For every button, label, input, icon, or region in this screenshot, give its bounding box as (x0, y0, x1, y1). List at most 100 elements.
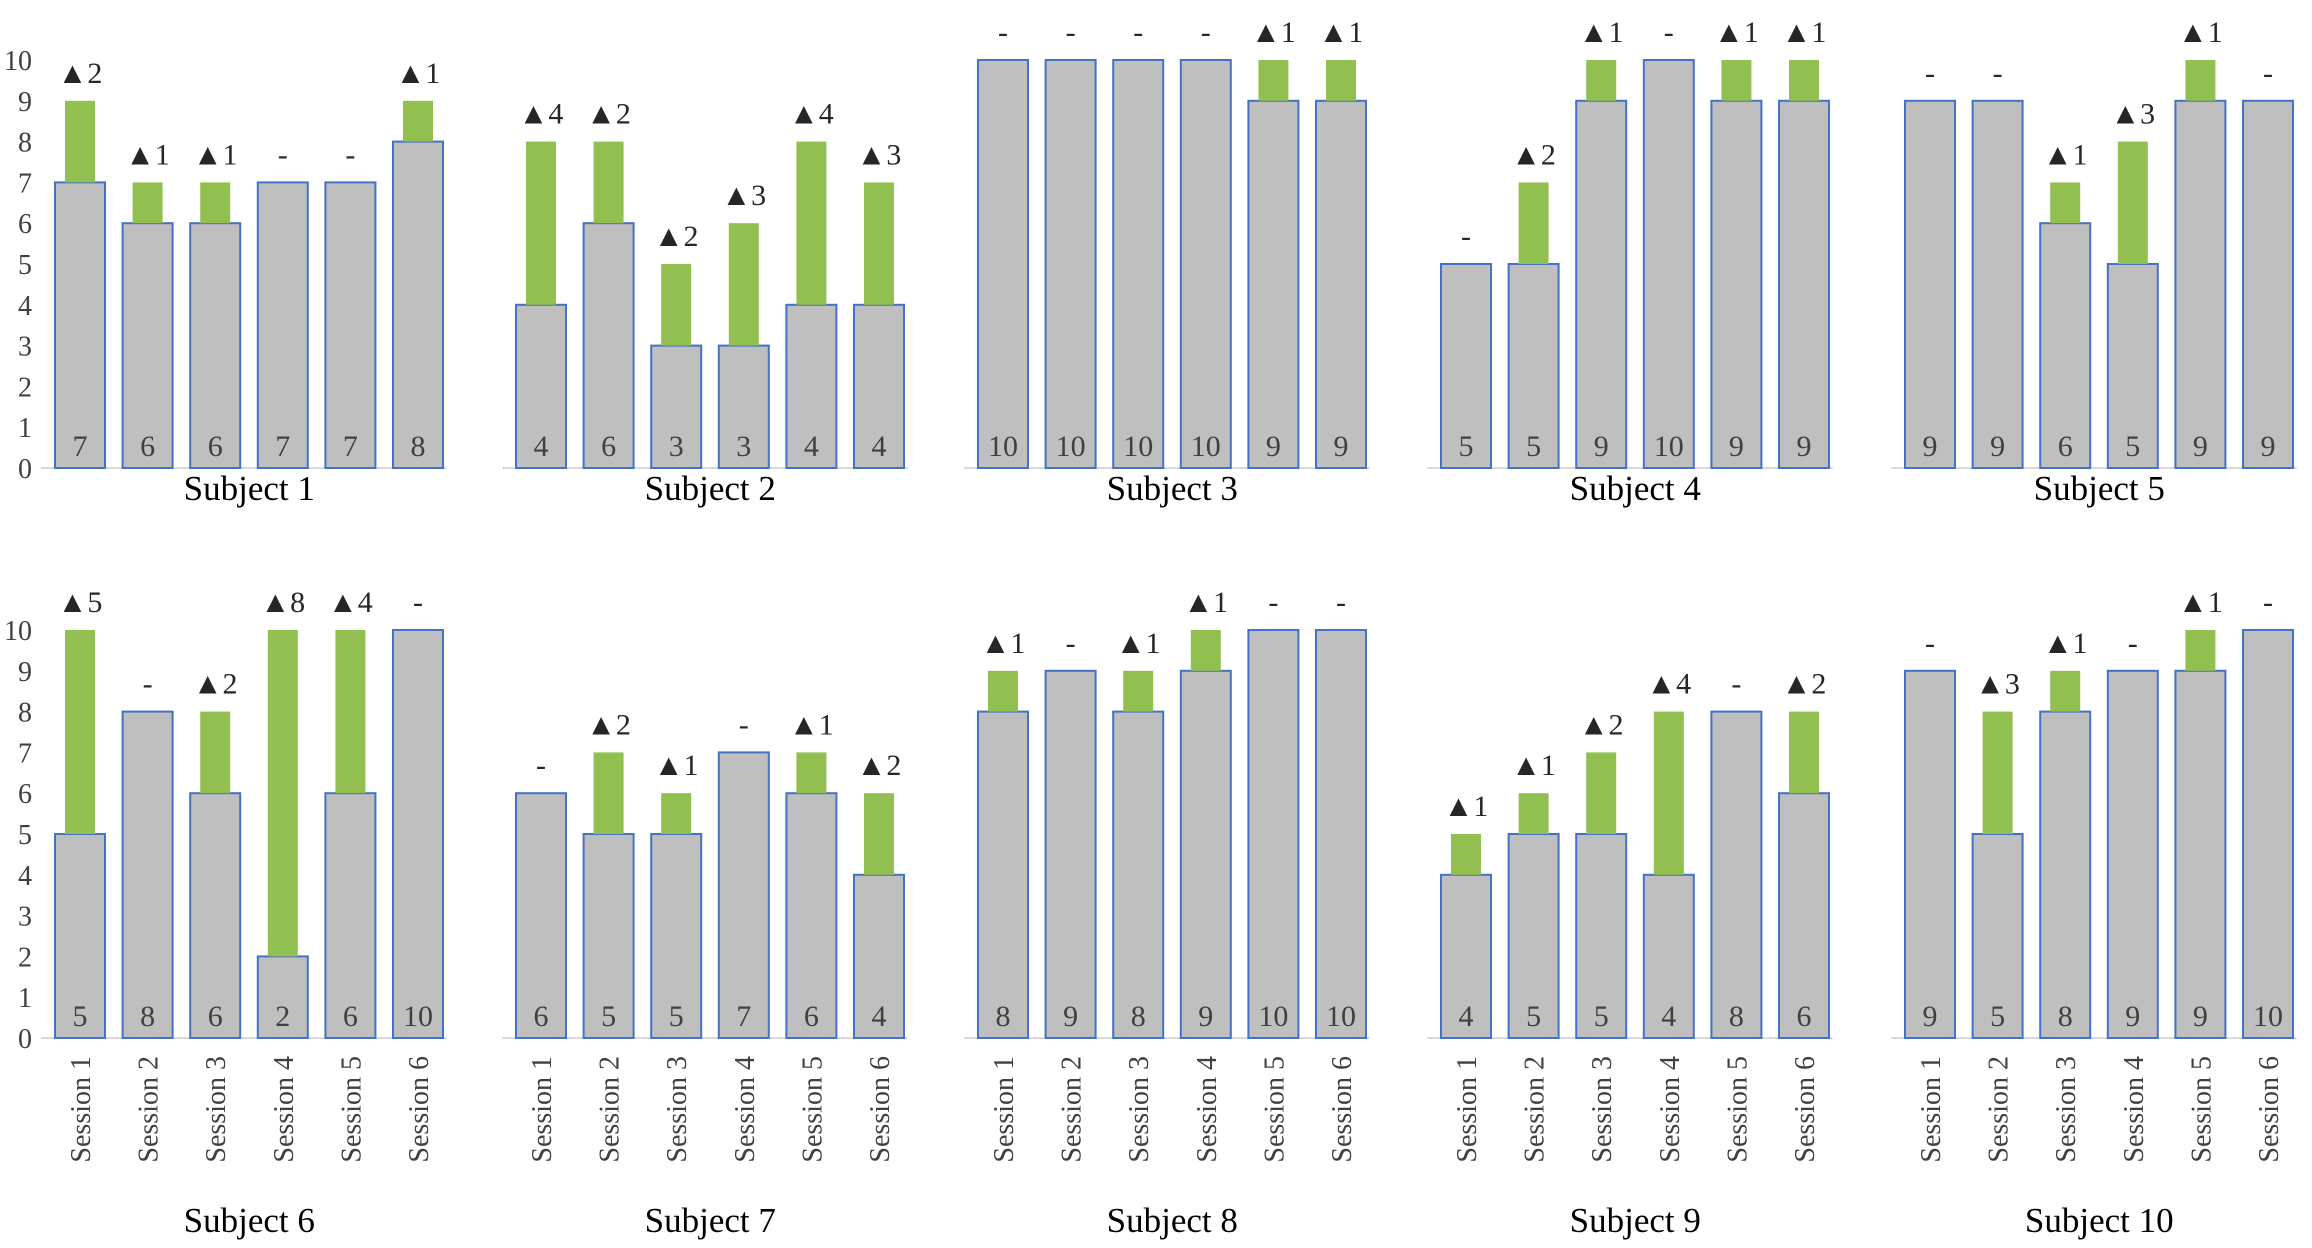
subject-panel: 8 ▲1 Session 1 9 - Session 2 8 ▲1 Session 3 9 ▲1 Se… (964, 586, 1370, 1240)
bar-value-label: 5 (1526, 430, 1541, 463)
subject-title: Subject 2 (645, 469, 776, 508)
session-label: Session 3 (1587, 1056, 1618, 1163)
no-change-annotation: - (2263, 586, 2273, 619)
no-change-annotation: - (1461, 220, 1471, 253)
session-label: Session 3 (2051, 1056, 2082, 1163)
session-label: Session 6 (865, 1056, 896, 1163)
subject-panel: 9 - 9 - 6 ▲1 5 ▲3 9 ▲1 9 - Subject 5 (1891, 16, 2297, 508)
bar-value-label: 6 (1797, 1000, 1812, 1033)
gain-bar (2117, 141, 2148, 264)
no-change-annotation: - (1268, 586, 1278, 619)
gain-annotation: ▲2 (586, 98, 631, 131)
session-label: Session 4 (730, 1056, 761, 1163)
session-label: Session 1 (1452, 1056, 1483, 1163)
base-bar (256, 181, 309, 469)
subject-panel: 0 1 2 3 4 5 6 7 8 9 10 7 ▲2 6 ▲1 6 ▲1 7 - 7 - 8 ▲1 Subject 1 (4, 46, 447, 508)
bar-value-label: 10 (988, 430, 1018, 463)
no-change-annotation: - (345, 138, 355, 171)
bar-value-label: 9 (1266, 430, 1281, 463)
gain-annotation: ▲2 (1579, 708, 1624, 741)
no-change-annotation: - (1133, 16, 1143, 49)
base-bar (1971, 99, 2024, 470)
gain-annotation: ▲3 (721, 179, 766, 212)
base-bar (977, 59, 1029, 469)
session-label: Session 6 (404, 1056, 435, 1163)
base-bar (1315, 99, 1367, 470)
session-label: Session 5 (336, 1056, 367, 1163)
base-bar (2106, 669, 2159, 1039)
base-bar (1642, 873, 1695, 1039)
bar-value-label: 9 (1923, 1000, 1938, 1033)
base-bar (853, 873, 905, 1039)
bar-value-label: 6 (140, 430, 155, 463)
no-change-annotation: - (2128, 627, 2138, 660)
no-change-annotation: - (1336, 586, 1346, 619)
gain-annotation: ▲2 (1511, 138, 1556, 171)
bar-value-label: 4 (872, 1000, 887, 1033)
base-bar (189, 222, 242, 469)
gain-annotation: ▲2 (58, 57, 103, 90)
gain-bar (593, 141, 624, 224)
bar-value-label: 5 (601, 1000, 616, 1033)
gain-bar (864, 793, 894, 875)
bar-value-label: 5 (669, 1000, 684, 1033)
y-tick-label: 1 (18, 983, 32, 1014)
gain-annotation: ▲1 (1511, 749, 1556, 782)
base-bar (392, 140, 444, 469)
gain-bar (267, 630, 298, 957)
bar-value-label: 6 (208, 430, 223, 463)
bar-value-label: 9 (1334, 430, 1349, 463)
base-bar (582, 222, 635, 469)
gain-annotation: ▲2 (857, 749, 902, 782)
no-change-annotation: - (1201, 16, 1211, 49)
no-change-annotation: - (1925, 57, 1935, 90)
bar-value-label: 7 (275, 430, 290, 463)
base-bar (1112, 710, 1165, 1039)
y-tick-label: 6 (18, 209, 32, 240)
subject-panel: 10 - 10 - 10 - 10 - 9 ▲1 9 ▲1 Subject 3 (964, 16, 1370, 508)
base-bar (2174, 669, 2227, 1039)
base-bar (2242, 629, 2294, 1039)
y-tick-label: 9 (18, 87, 32, 118)
bar-value-label: 9 (2193, 1000, 2208, 1033)
bar-value-label: 4 (872, 430, 887, 463)
y-tick-label: 10 (4, 616, 32, 647)
subject-title: Subject 6 (184, 1201, 315, 1240)
base-bar (121, 222, 174, 469)
session-label: Session 1 (989, 1056, 1020, 1163)
subject-title: Subject 4 (1570, 469, 1701, 508)
bar-value-label: 10 (1258, 1000, 1288, 1033)
y-tick-label: 0 (18, 454, 32, 485)
session-label: Session 3 (1124, 1056, 1155, 1163)
gain-bar (593, 752, 624, 834)
bar-value-label: 8 (2058, 1000, 2073, 1033)
bar-value-label: 6 (343, 1000, 358, 1033)
y-tick-label: 6 (18, 779, 32, 810)
base-bar (256, 955, 309, 1040)
base-bar (1440, 263, 1492, 469)
subject-title: Subject 7 (645, 1201, 776, 1240)
bar-value-label: 10 (1326, 1000, 1356, 1033)
gain-bar (1982, 711, 2013, 834)
base-bar (392, 629, 444, 1039)
no-change-annotation: - (413, 586, 423, 619)
gain-bar (2050, 670, 2081, 712)
base-bar (1778, 792, 1830, 1040)
bar-value-label: 9 (1797, 430, 1812, 463)
gain-bar (1586, 752, 1617, 834)
gain-annotation: ▲8 (260, 586, 305, 619)
y-tick-label: 2 (18, 372, 32, 403)
gain-annotation: ▲1 (981, 627, 1026, 660)
session-label: Session 4 (1655, 1056, 1686, 1163)
gain-annotation: ▲5 (58, 586, 103, 619)
bar-value-label: 5 (1990, 1000, 2005, 1033)
session-label: Session 1 (527, 1056, 558, 1163)
base-bar (785, 303, 838, 469)
gain-annotation: ▲1 (2178, 586, 2223, 619)
gain-annotation: ▲1 (396, 57, 441, 90)
base-bar (1440, 873, 1492, 1039)
subject-panel: 9 - Session 1 5 ▲3 Session 2 8 ▲1 Session 3 9 - Ses… (1891, 586, 2297, 1240)
no-change-annotation: - (1066, 16, 1076, 49)
bar-value-label: 10 (1654, 430, 1684, 463)
base-bar (1778, 99, 1830, 470)
